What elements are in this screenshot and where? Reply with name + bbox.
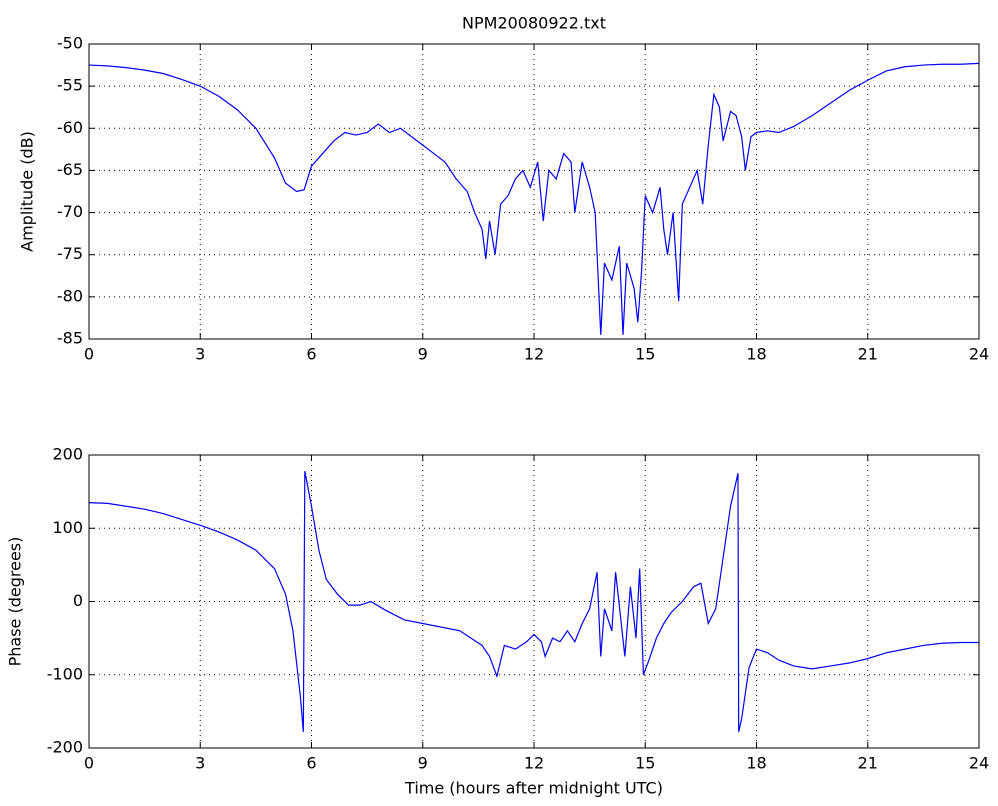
y-tick-label: 100 <box>52 518 83 537</box>
axes-box <box>88 43 980 340</box>
data-line <box>88 62 980 335</box>
x-tick-label: 6 <box>306 754 316 773</box>
y-tick-label: -60 <box>57 118 83 137</box>
y-tick-label: -100 <box>47 664 83 683</box>
x-tick-label: 21 <box>858 345 878 364</box>
chart-title: NPM20080922.txt <box>462 14 606 33</box>
y-tick-label: -65 <box>57 160 83 179</box>
x-tick-label: 24 <box>969 754 989 773</box>
y-tick-label: -80 <box>57 286 83 305</box>
axes-box <box>88 454 980 749</box>
x-tick-label: 3 <box>195 754 205 773</box>
y-tick-label: -85 <box>57 329 83 348</box>
x-tick-label: 3 <box>195 345 205 364</box>
y-tick-label: -70 <box>57 202 83 221</box>
x-tick-label: 18 <box>746 345 766 364</box>
y-tick-label: -50 <box>57 34 83 53</box>
y-tick-label: -55 <box>57 76 83 95</box>
x-tick-label: 0 <box>84 754 94 773</box>
data-line <box>88 471 979 733</box>
y-axis-label: Amplitude (dB) <box>18 131 37 252</box>
x-tick-label: 15 <box>635 754 655 773</box>
x-tick-label: 15 <box>635 345 655 364</box>
y-tick-label: 200 <box>52 445 83 464</box>
x-tick-label: 9 <box>418 754 428 773</box>
y-tick-label: 0 <box>73 591 83 610</box>
y-tick-label: -75 <box>57 244 83 263</box>
x-axis-label: Time (hours after midnight UTC) <box>404 779 663 798</box>
x-tick-label: 9 <box>418 345 428 364</box>
x-tick-label: 6 <box>306 345 316 364</box>
y-axis-label: Phase (degrees) <box>6 537 25 667</box>
x-tick-label: 21 <box>858 754 878 773</box>
x-tick-label: 0 <box>84 345 94 364</box>
x-tick-label: 18 <box>746 754 766 773</box>
x-tick-label: 12 <box>524 345 544 364</box>
x-tick-label: 24 <box>969 345 989 364</box>
y-tick-label: -200 <box>47 738 83 757</box>
x-tick-label: 12 <box>524 754 544 773</box>
